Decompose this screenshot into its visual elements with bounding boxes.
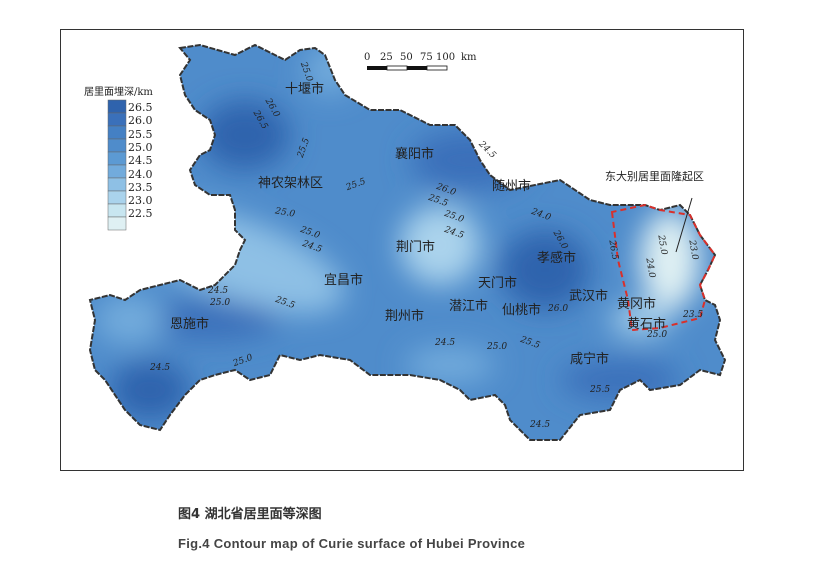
contour-label: 24.5 [208, 286, 229, 296]
annotation-leader [675, 197, 693, 253]
legend-swatch [107, 151, 127, 166]
scale-tick: 100 [436, 52, 456, 63]
city-label: 荆州市 [385, 309, 425, 324]
scale-tick: 75 [420, 52, 433, 63]
caption-chinese: 图4 湖北省居里面等深图 [178, 507, 322, 522]
legend-value: 25.0 [128, 140, 153, 154]
city-label: 黄石市 [627, 317, 667, 332]
legend-swatch [107, 164, 127, 179]
legend-title: 居里面埋深/km [84, 87, 153, 98]
legend-value: 26.5 [128, 101, 153, 114]
scale-bar [367, 65, 448, 71]
city-label: 神农架林区 [258, 176, 324, 191]
legend-swatch [107, 190, 127, 205]
city-label: 荆门市 [396, 240, 436, 255]
legend-swatch [107, 99, 127, 114]
contour-label: 24.5 [530, 420, 551, 430]
contour-label: 23.5 [683, 310, 704, 320]
contour-label: 24.5 [435, 338, 456, 348]
uplift-region-boundary [610, 203, 717, 332]
legend-swatch [107, 177, 127, 192]
legend-swatch [107, 112, 127, 127]
legend-value: 22.5 [128, 207, 153, 221]
city-label: 襄阳市 [395, 147, 435, 162]
scale-unit: km [461, 52, 477, 63]
city-label: 宜昌市 [324, 273, 364, 288]
scale-tick: 0 [364, 52, 371, 63]
city-label: 咸宁市 [570, 352, 610, 367]
legend-value: 23.0 [128, 194, 153, 208]
legend-value: 26.0 [128, 114, 153, 128]
legend-value: 25.5 [128, 127, 153, 141]
legend-swatch [107, 125, 127, 140]
legend-value: 24.0 [128, 167, 153, 181]
contour-label: 24.5 [150, 363, 171, 373]
city-label: 潜江市 [449, 299, 489, 314]
contour-label: 25.0 [210, 298, 231, 308]
contour-label: 26.0 [548, 304, 569, 314]
contour-label: 25.0 [647, 330, 668, 340]
map-frame [60, 29, 744, 471]
legend-value: 24.5 [128, 154, 153, 168]
city-label: 随州市 [492, 179, 532, 194]
legend-value: 23.5 [128, 180, 153, 194]
city-label: 孝感市 [537, 251, 577, 266]
legend-colorbar [107, 99, 127, 231]
legend-swatch [107, 216, 127, 231]
legend-swatch [107, 203, 127, 218]
city-label: 恩施市 [170, 317, 210, 332]
city-label: 十堰市 [285, 82, 325, 97]
city-label: 黄冈市 [617, 297, 657, 312]
uplift-annotation: 东大别居里面隆起区 [605, 170, 704, 183]
scale-tick: 25 [380, 52, 393, 63]
city-label: 武汉市 [569, 289, 609, 304]
legend-swatch [107, 138, 127, 153]
scale-tick: 50 [400, 52, 413, 63]
city-label: 天门市 [478, 276, 518, 291]
contour-label: 25.0 [487, 342, 508, 352]
caption-english: Fig.4 Contour map of Curie surface of Hu… [178, 536, 526, 551]
contour-label: 25.5 [590, 385, 611, 395]
city-label: 仙桃市 [502, 303, 542, 318]
